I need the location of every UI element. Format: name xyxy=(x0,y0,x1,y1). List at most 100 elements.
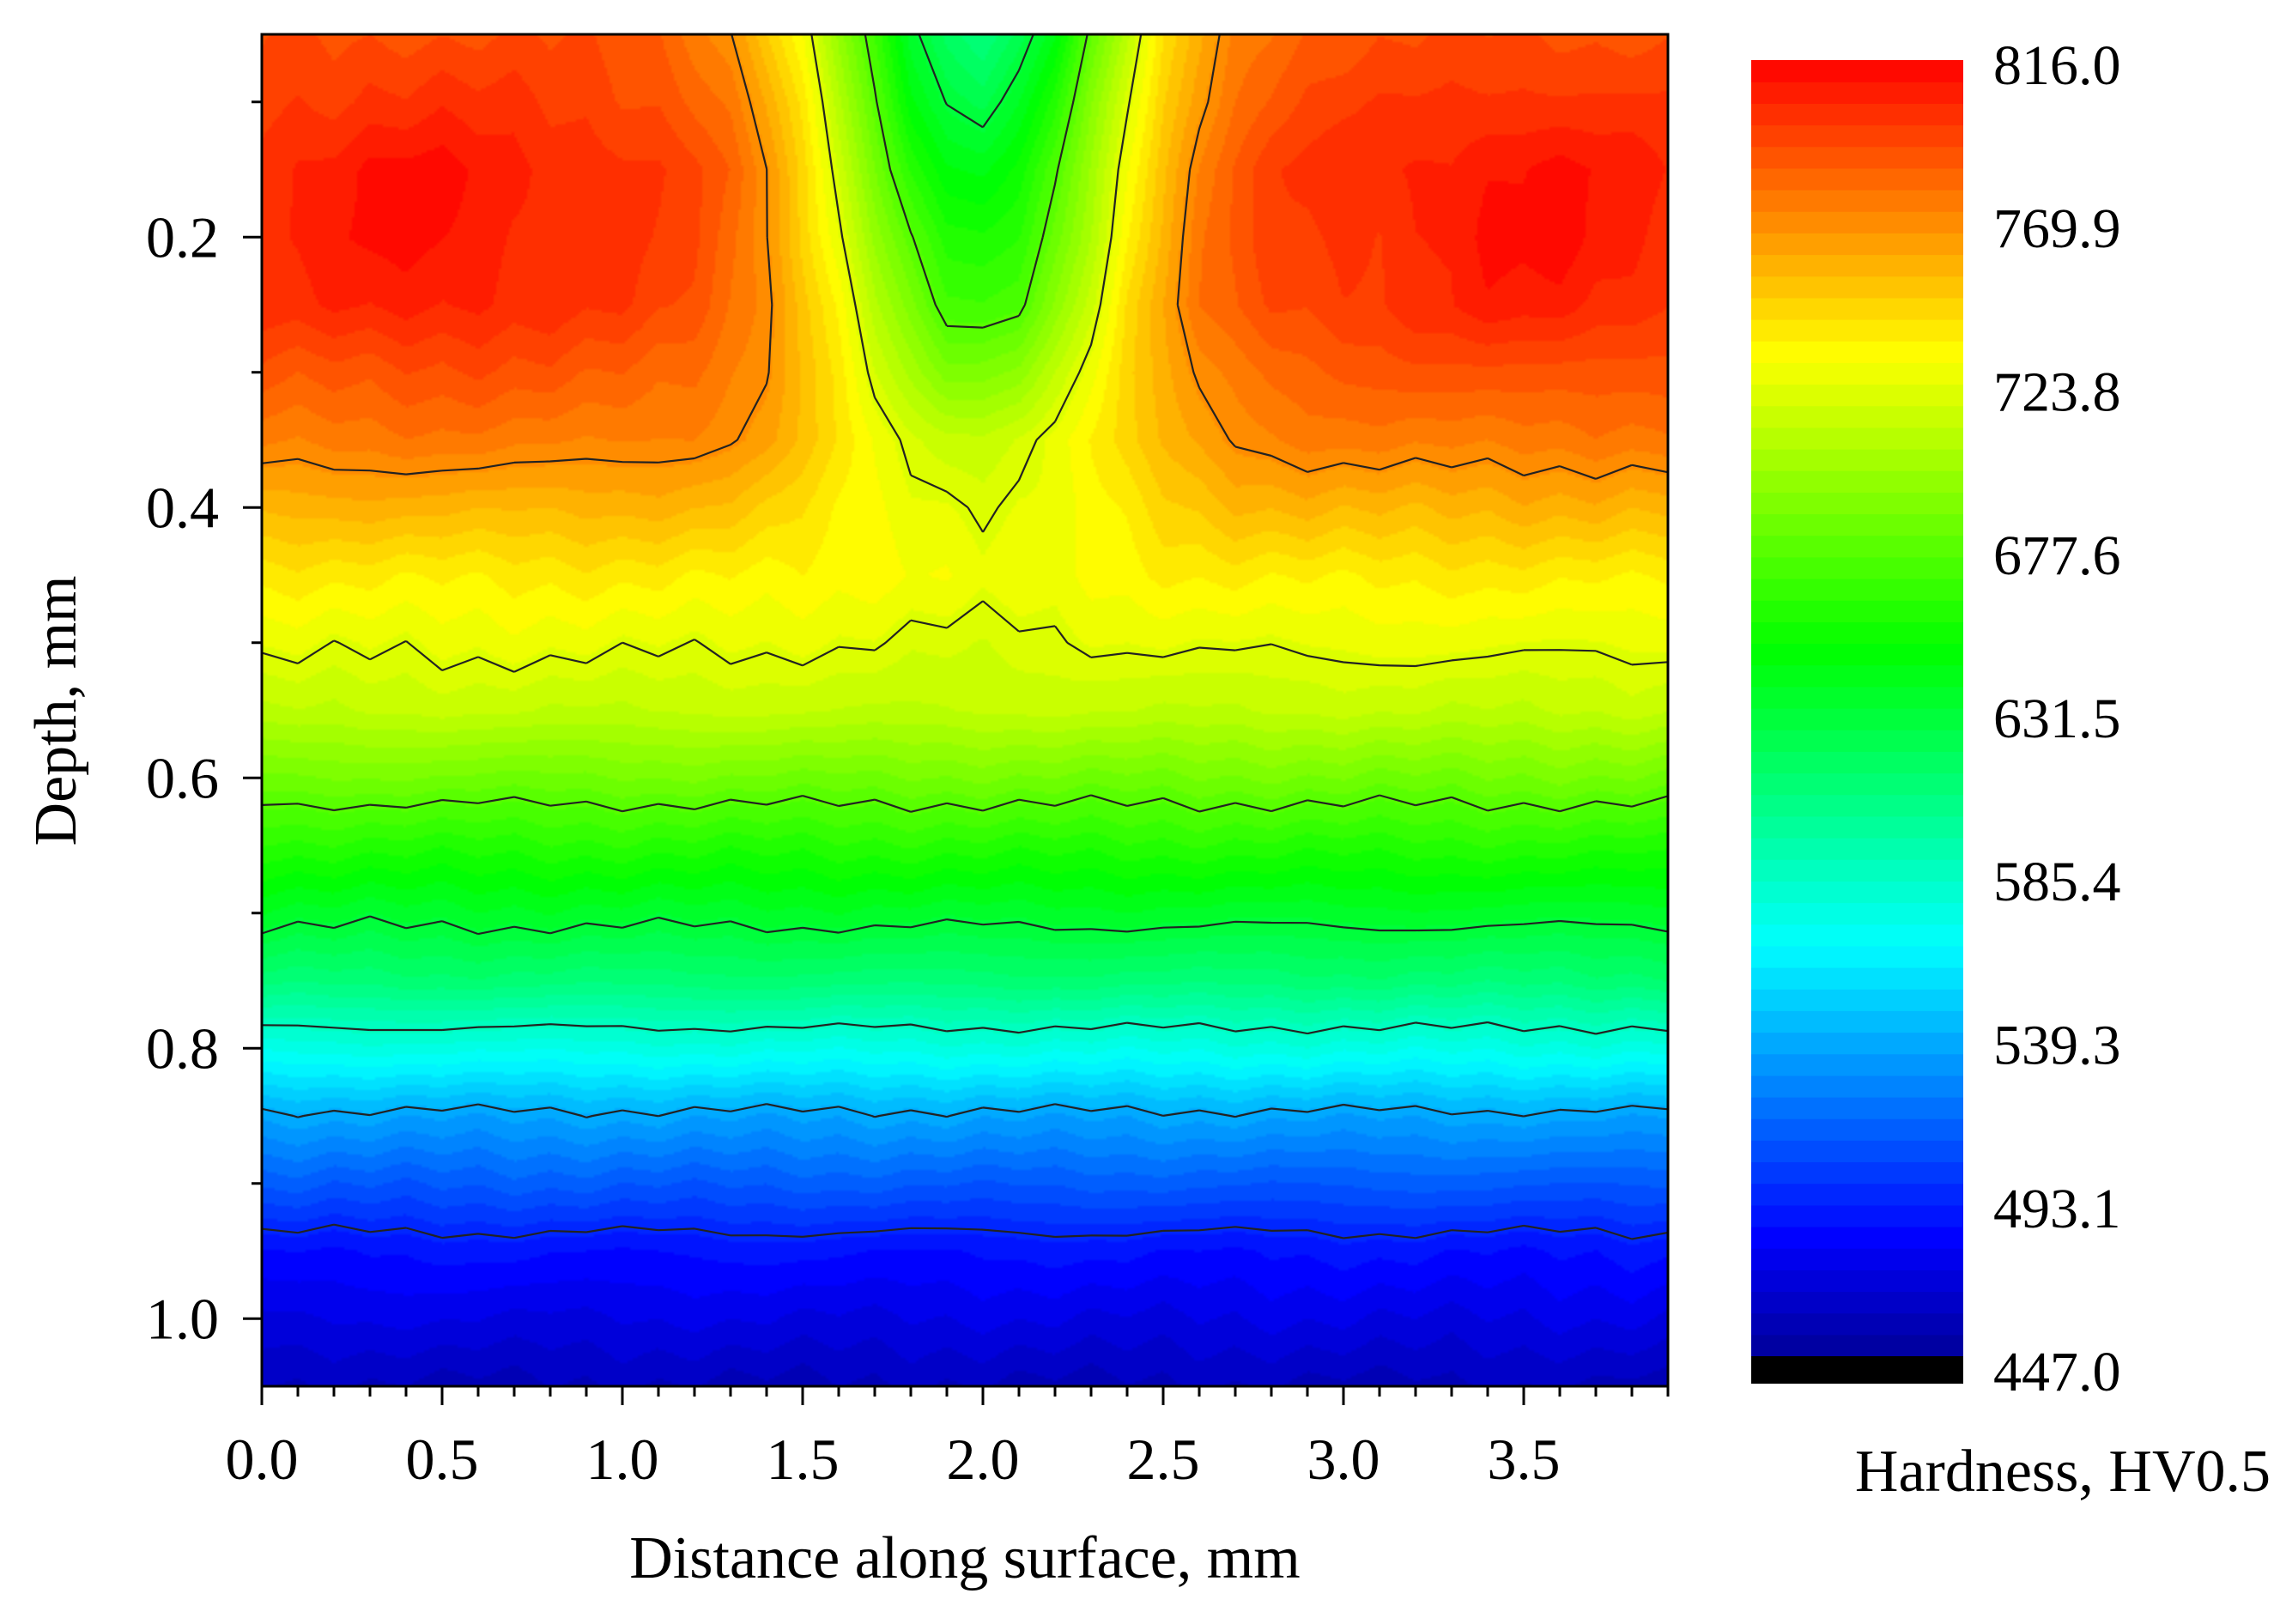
colorbar-band xyxy=(1751,579,1963,601)
x-tick-label: 3.0 xyxy=(1307,1427,1380,1492)
contour-line-492 xyxy=(262,1223,1668,1240)
colorbar-band xyxy=(1751,513,1963,536)
colorbar-band xyxy=(1751,708,1963,730)
colorbar-band xyxy=(1751,384,1963,407)
colorbar-band xyxy=(1751,254,1963,277)
contour-lines xyxy=(262,34,1668,1240)
colorbar-band xyxy=(1751,1032,1963,1055)
colorbar-tick-label: 677.6 xyxy=(1993,524,2121,587)
colorbar-band xyxy=(1751,686,1963,709)
colorbar-band xyxy=(1751,492,1963,515)
colorbar: 816.0 769.9 723.8 677.6 631.5 585.4 539.3 493.1… xyxy=(1751,34,2271,1505)
colorbar-band xyxy=(1751,60,1963,82)
colorbar-band xyxy=(1751,945,1963,968)
x-tick-label: 0.5 xyxy=(406,1427,479,1492)
y-tick-label: 0.2 xyxy=(146,204,219,270)
colorbar-band xyxy=(1751,233,1963,256)
x-tick-label: 1.5 xyxy=(767,1427,840,1492)
x-tick-label: 3.5 xyxy=(1488,1427,1561,1492)
colorbar-band xyxy=(1751,1010,1963,1033)
x-axis: 0.0 0.5 1.0 1.5 2.0 2.5 3.0 3.5 xyxy=(226,1386,1670,1492)
colorbar-band xyxy=(1751,643,1963,666)
contour-line-722 xyxy=(262,34,1668,673)
colorbar-band xyxy=(1751,1053,1963,1076)
contour-line-676 xyxy=(262,34,1668,813)
colorbar-band xyxy=(1751,1227,1963,1249)
y-tick-label: 1.0 xyxy=(146,1286,219,1351)
colorbar-tick-label: 723.8 xyxy=(1993,361,2121,423)
colorbar-band xyxy=(1751,989,1963,1011)
colorbar-band xyxy=(1751,924,1963,947)
colorbar-bottom-band xyxy=(1751,1356,1963,1384)
colorbar-band xyxy=(1751,405,1963,428)
colorbar-band xyxy=(1751,1291,1963,1314)
colorbar-band xyxy=(1751,730,1963,752)
colorbar-band xyxy=(1751,167,1963,191)
colorbar-band xyxy=(1751,815,1963,839)
x-tick-label: 2.5 xyxy=(1127,1427,1200,1492)
colorbar-label: Hardness, HV0.5 xyxy=(1855,1439,2271,1505)
colorbar-tick-label: 769.9 xyxy=(1993,197,2121,260)
contour-line-538 xyxy=(262,1103,1668,1118)
colorbar-band xyxy=(1751,1334,1963,1357)
colorbar-band xyxy=(1751,1270,1963,1293)
colorbar-band xyxy=(1751,190,1963,212)
y-axis: 0.2 0.4 0.6 0.8 1.0 xyxy=(146,100,262,1351)
colorbar-band xyxy=(1751,664,1963,688)
y-tick-label: 0.8 xyxy=(146,1015,219,1081)
colorbar-band xyxy=(1751,794,1963,817)
colorbar-band xyxy=(1751,82,1963,104)
x-axis-label: Distance along surface, mm xyxy=(629,1525,1300,1591)
colorbar-band xyxy=(1751,103,1963,126)
colorbar-band xyxy=(1751,535,1963,558)
colorbar-band xyxy=(1751,967,1963,990)
colorbar-band xyxy=(1751,1183,1963,1206)
colorbar-band xyxy=(1751,1161,1963,1185)
colorbar-band xyxy=(1751,297,1963,320)
colorbar-band xyxy=(1751,881,1963,904)
colorbar-band xyxy=(1751,124,1963,148)
colorbar-band xyxy=(1751,1097,1963,1119)
colorbar-tick-label: 493.1 xyxy=(1993,1178,2121,1240)
colorbar-band xyxy=(1751,600,1963,622)
colorbar-band xyxy=(1751,902,1963,925)
colorbar-band xyxy=(1751,621,1963,645)
y-axis-label: Depth, mm xyxy=(23,576,89,846)
y-tick-label: 0.4 xyxy=(146,475,219,540)
colorbar-band xyxy=(1751,1118,1963,1141)
x-tick-label: 0.0 xyxy=(226,1427,299,1492)
colorbar-band xyxy=(1751,773,1963,796)
colorbar-band xyxy=(1751,341,1963,363)
colorbar-tick-label: 539.3 xyxy=(1993,1014,2121,1076)
colorbar-band xyxy=(1751,859,1963,882)
colorbar-tick-label: 447.0 xyxy=(1993,1341,2121,1403)
colorbar-band xyxy=(1751,449,1963,471)
x-tick-label: 2.0 xyxy=(947,1427,1020,1492)
x-tick-label: 1.0 xyxy=(586,1427,659,1492)
colorbar-band xyxy=(1751,1075,1963,1098)
colorbar-band xyxy=(1751,838,1963,860)
hardness-heatmap xyxy=(262,34,1668,1386)
colorbar-band xyxy=(1751,1248,1963,1270)
colorbar-tick-label: 585.4 xyxy=(1993,851,2121,913)
colorbar-band xyxy=(1751,751,1963,774)
colorbar-band xyxy=(1751,556,1963,579)
y-tick-label: 0.6 xyxy=(146,745,219,810)
colorbar-band xyxy=(1751,319,1963,342)
colorbar-band xyxy=(1751,146,1963,169)
colorbar-band xyxy=(1751,362,1963,385)
colorbar-band xyxy=(1751,1312,1963,1336)
colorbar-band xyxy=(1751,1204,1963,1227)
colorbar-band xyxy=(1751,1140,1963,1163)
colorbar-band xyxy=(1751,276,1963,299)
colorbar-tick-label: 631.5 xyxy=(1993,688,2121,750)
colorbar-band xyxy=(1751,211,1963,233)
colorbar-gradient xyxy=(1751,60,1963,1384)
colorbar-ticks: 816.0 769.9 723.8 677.6 631.5 585.4 539.3 493.1… xyxy=(1993,34,2121,1403)
contour-line-584 xyxy=(262,1021,1668,1035)
colorbar-band xyxy=(1751,427,1963,450)
colorbar-band xyxy=(1751,470,1963,493)
contour-line-630 xyxy=(262,34,1668,936)
